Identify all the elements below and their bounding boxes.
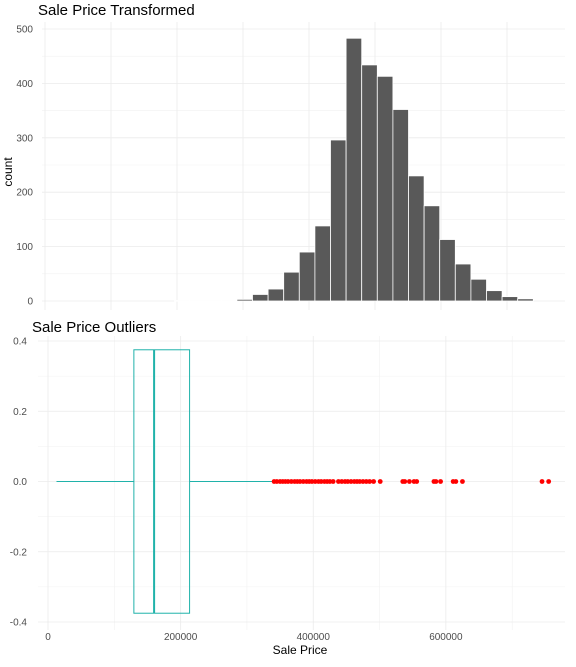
boxplot-outlier-point bbox=[433, 479, 439, 484]
histogram-y-tick-label: 400 bbox=[16, 79, 33, 90]
histogram-bar bbox=[189, 300, 207, 302]
boxplot-title: Sale Price Outliers bbox=[32, 319, 156, 336]
histogram-y-tick-label: 300 bbox=[16, 133, 33, 144]
boxplot-outlier-point bbox=[297, 479, 303, 484]
boxplot-outlier-point bbox=[438, 479, 443, 484]
boxplot-panel: Sale Price Outliers -0.4 -0.2 0.0 0.2 0.4 0 2… bbox=[10, 319, 565, 657]
boxplot-outlier-point bbox=[288, 479, 294, 484]
histogram-y-tick-label: 100 bbox=[16, 242, 33, 253]
boxplot-outlier-point bbox=[377, 479, 383, 484]
boxplot-outlier-point bbox=[453, 479, 459, 484]
boxplot-y-tick-label: 0.0 bbox=[13, 477, 27, 488]
histogram-bar bbox=[501, 296, 519, 302]
histogram-bar bbox=[439, 239, 456, 302]
boxplot-x-tick-label: 400000 bbox=[297, 632, 331, 643]
histogram-bar bbox=[392, 109, 409, 302]
boxplot-outlier-point bbox=[274, 479, 280, 484]
histogram-bar bbox=[236, 298, 253, 302]
boxplot-x-tick-label: 0 bbox=[45, 632, 51, 643]
boxplot-outlier-point bbox=[363, 479, 369, 484]
histogram-bar bbox=[454, 263, 472, 302]
boxplot-body bbox=[56, 349, 274, 614]
histogram-y-axis-label: count bbox=[1, 157, 15, 187]
boxplot-x-tick-label: 600000 bbox=[429, 632, 463, 643]
boxplot-outlier-point bbox=[345, 479, 351, 484]
boxplot-outlier-point bbox=[367, 479, 373, 484]
boxplot-outlier-point bbox=[300, 479, 306, 484]
histogram-panel: Sale Price Transformed count 0 100 200 300 4… bbox=[1, 2, 565, 310]
histogram-bar bbox=[517, 298, 534, 302]
histogram-bar bbox=[408, 175, 425, 302]
boxplot-x-tick-label: 200000 bbox=[164, 632, 198, 643]
boxplot-outlier-point bbox=[348, 479, 354, 484]
boxplot-outlier-point bbox=[546, 479, 552, 484]
boxplot-x-axis-label: Sale Price bbox=[273, 643, 328, 657]
histogram-bar bbox=[283, 271, 300, 302]
histogram-bar bbox=[267, 288, 285, 302]
boxplot-outlier-point bbox=[414, 479, 420, 484]
boxplot-outlier-point bbox=[309, 479, 315, 484]
boxplot-outlier-point bbox=[460, 479, 465, 484]
boxplot-outlier-point bbox=[330, 479, 336, 484]
boxplot-outlier-point bbox=[336, 479, 341, 484]
histogram-bars bbox=[174, 37, 534, 302]
boxplot-y-tick-label: 0.4 bbox=[13, 337, 27, 348]
histogram-y-tick-label: 500 bbox=[16, 25, 33, 36]
histogram-bar bbox=[345, 37, 363, 302]
histogram-bar bbox=[423, 205, 441, 302]
histogram-bar bbox=[376, 75, 394, 302]
histogram-bar bbox=[174, 300, 191, 302]
boxplot-outlier-point bbox=[407, 479, 412, 484]
boxplot-outliers bbox=[271, 479, 552, 484]
histogram-bar bbox=[252, 294, 269, 302]
boxplot-outlier-point bbox=[312, 479, 318, 484]
boxplot-y-tick-label: 0.2 bbox=[13, 407, 27, 418]
histogram-bar bbox=[330, 139, 347, 302]
histogram-y-tick-label: 200 bbox=[16, 188, 33, 199]
boxplot-y-tick-label: -0.2 bbox=[10, 547, 28, 558]
boxplot-outlier-point bbox=[285, 479, 291, 484]
boxplot-outlier-point bbox=[371, 479, 376, 484]
boxplot-box bbox=[133, 349, 191, 614]
histogram-bar bbox=[298, 251, 316, 302]
boxplot-y-ticks: -0.4 -0.2 0.0 0.2 0.4 bbox=[10, 337, 28, 629]
histogram-bar bbox=[361, 64, 378, 302]
boxplot-outlier-point bbox=[357, 479, 363, 484]
boxplot-outlier-point bbox=[339, 479, 345, 484]
histogram-bar bbox=[486, 290, 503, 302]
boxplot-outlier-point bbox=[327, 479, 333, 484]
histogram-bar bbox=[220, 300, 238, 302]
boxplot-outlier-point bbox=[402, 479, 408, 484]
histogram-bar bbox=[314, 225, 331, 302]
histogram-y-ticks: 0 100 200 300 400 500 bbox=[16, 25, 33, 308]
histogram-title: Sale Price Transformed bbox=[38, 2, 195, 19]
histogram-y-tick-label: 0 bbox=[27, 297, 33, 308]
histogram-bar bbox=[470, 278, 487, 302]
boxplot-x-ticks: 0 200000 400000 600000 bbox=[45, 632, 463, 643]
boxplot-y-tick-label: -0.4 bbox=[10, 618, 28, 629]
histogram-bar bbox=[205, 300, 222, 302]
boxplot-outlier-point bbox=[539, 479, 545, 484]
boxplot-outlier-point bbox=[360, 479, 366, 484]
boxplot-outlier-point bbox=[318, 479, 324, 484]
